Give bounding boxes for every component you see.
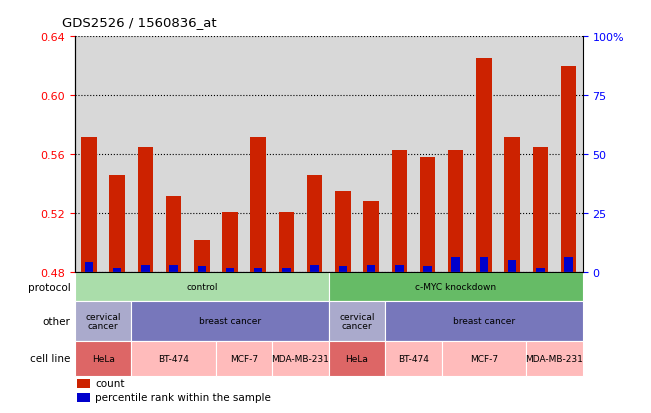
Bar [75,273,329,301]
Bar [169,265,178,273]
Text: MDA-MB-231: MDA-MB-231 [525,354,583,363]
Bar [526,341,583,376]
Bar [194,240,210,273]
Text: breast cancer: breast cancer [453,317,515,325]
Bar [367,265,376,273]
Bar [251,137,266,273]
Bar [272,341,329,376]
Bar [420,158,436,273]
Bar [505,137,520,273]
Bar [533,147,548,273]
Bar [423,267,432,273]
Text: MCF-7: MCF-7 [230,354,258,363]
Text: control: control [186,282,217,292]
Bar [564,258,573,273]
Bar [480,258,488,273]
Bar [536,268,545,273]
Bar [385,301,583,341]
Bar [77,379,90,388]
Text: BT-474: BT-474 [158,354,189,363]
Bar [363,202,379,273]
Text: GDS2526 / 1560836_at: GDS2526 / 1560836_at [62,16,217,29]
Bar [113,268,122,273]
Bar [307,176,322,273]
Text: HeLa: HeLa [346,354,368,363]
Bar [166,196,182,273]
Text: MDA-MB-231: MDA-MB-231 [271,354,329,363]
Text: c-MYC knockdown: c-MYC knockdown [415,282,496,292]
Bar [282,268,291,273]
Bar [339,267,347,273]
Bar [395,265,404,273]
Text: BT-474: BT-474 [398,354,429,363]
Text: percentile rank within the sample: percentile rank within the sample [95,392,271,402]
Bar [311,265,319,273]
Text: HeLa: HeLa [92,354,115,363]
Bar [254,268,262,273]
Bar [81,137,97,273]
Bar [279,212,294,273]
Bar [561,66,576,273]
Text: protocol: protocol [28,282,71,292]
Bar [329,301,385,341]
Bar [216,341,272,376]
Text: count: count [95,378,125,388]
Bar [385,341,441,376]
Bar [391,150,407,273]
Bar [448,150,464,273]
Bar [335,192,351,273]
Text: cervical
cancer: cervical cancer [339,312,375,330]
Text: MCF-7: MCF-7 [470,354,498,363]
Bar [141,265,150,273]
Bar [132,301,329,341]
Bar [137,147,153,273]
Bar [132,341,216,376]
Text: other: other [43,316,71,326]
Bar [75,341,132,376]
Bar [476,59,492,273]
Bar [109,176,125,273]
Bar [197,267,206,273]
Bar [329,341,385,376]
Bar [441,341,526,376]
Bar [451,258,460,273]
Bar [329,273,583,301]
Bar [226,268,234,273]
Text: breast cancer: breast cancer [199,317,261,325]
Bar [222,212,238,273]
Text: cervical
cancer: cervical cancer [85,312,121,330]
Bar [77,393,90,402]
Bar [85,262,93,273]
Bar [75,301,132,341]
Bar [508,261,516,273]
Text: cell line: cell line [30,353,71,363]
